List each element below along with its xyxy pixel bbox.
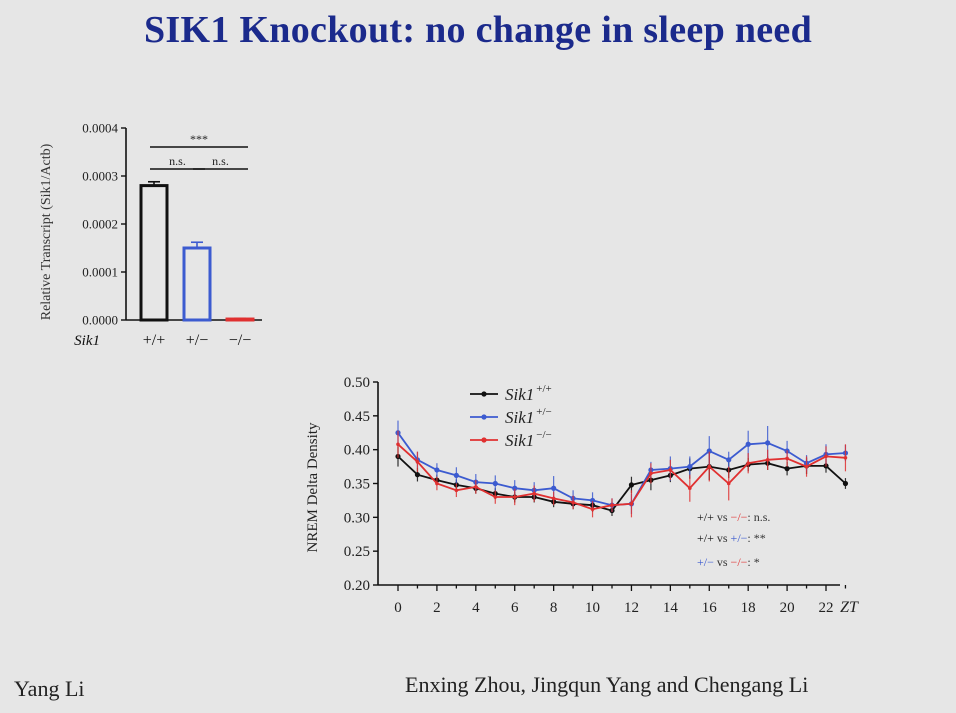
data-point-ko [688,486,692,491]
bar-y-tick-label: 0.0001 [82,265,118,280]
data-point-ko [629,502,634,506]
line-x-tick-label: 2 [433,600,441,616]
legend-label-wt: Sik1 +/+ [505,383,552,404]
bar-y-tick-label: 0.0004 [82,121,118,136]
data-point-wt [784,466,790,472]
line-x-tick-label: 14 [663,600,679,616]
bar-y-tick-label: 0.0002 [82,217,118,232]
bar-het [182,246,212,322]
data-point-ko [454,488,459,493]
author-left: Yang Li [14,676,85,701]
data-point-ko [804,464,809,469]
data-point-het [765,440,771,446]
stat-annotation: +/+ vs −/−: n.s. [697,510,770,524]
line-y-tick-label: 0.50 [344,375,370,391]
data-point-wt [842,480,849,487]
line-x-tick-label: 8 [550,600,558,616]
data-point-ko [707,464,712,469]
series-line-het [397,432,846,507]
data-point-het [434,467,440,473]
data-point-het [589,497,596,504]
data-point-ko [512,495,517,499]
legend-marker-ko [481,437,487,443]
data-point-ko [746,461,750,466]
data-point-ko [590,507,595,512]
line-x-tick-label: 16 [702,600,718,616]
data-point-het [745,441,751,447]
bar-y-tick-label: 0.0003 [82,169,118,184]
line-x-tick-label: 20 [780,600,795,616]
data-point-ko [785,456,789,461]
legend-marker-wt [481,391,487,397]
data-point-het [492,480,498,487]
line-x-tick-label: 12 [624,600,639,616]
data-point-het [551,485,557,491]
line-y-tick-label: 0.25 [344,544,370,560]
data-point-ko [843,455,848,460]
bar-wt [139,184,169,322]
legend-marker-het [481,414,487,420]
line-x-tick-label: 22 [819,600,834,616]
stat-annotation: +/+ vs +/−: ** [697,531,766,545]
data-point-ko [649,471,653,476]
data-point-het [726,457,732,463]
bar-category-label: −/− [229,332,252,349]
data-point-het [687,463,693,470]
slide-title: SIK1 Knockout: no change in sleep need [143,9,813,51]
data-point-ko [435,481,439,486]
sig-label: n.s. [212,154,229,168]
bar-x-axis-label: Sik1 [74,333,100,349]
data-point-wt [628,482,635,488]
sig-label: n.s. [169,154,186,168]
line-x-tick-label: 4 [472,600,480,616]
bar-category-label: +/+ [143,332,166,349]
data-point-ko [571,500,575,505]
data-point-ko [551,496,556,501]
line-x-tick-label: 10 [585,600,600,616]
line-y-tick-label: 0.40 [344,443,370,459]
data-point-het [453,472,459,478]
data-point-ko [532,491,536,496]
bar-chart: 0.0000 0.0001 0.0002 0.0003 0.0004 Relative T… [39,121,262,349]
line-x-tick-label: 6 [511,600,519,616]
line-x-axis-label: ZT [840,599,859,616]
data-point-ko [668,468,673,472]
data-point-ko [824,454,828,459]
line-x-tick-label: 0 [394,600,402,616]
line-y-tick-label: 0.20 [344,578,370,594]
line-y-tick-label: 0.45 [344,409,370,425]
line-y-tick-label: 0.30 [344,510,370,526]
data-point-ko [493,495,498,499]
data-point-het [512,485,518,491]
line-y-tick-label: 0.35 [344,477,370,493]
data-point-wt [414,472,421,478]
series-line-wt [397,455,847,512]
bar-ko [225,317,255,322]
series-line-ko [397,443,846,511]
legend-label-het: Sik1 +/− [505,406,552,427]
data-point-ko [415,460,420,464]
bar-y-axis-label: Relative Transcript (Sik1/Actb) [39,143,54,320]
legend-label-ko: Sik1 −/− [505,429,552,450]
data-point-ko [396,442,400,447]
bar-y-tick-label: 0.0000 [82,313,118,328]
data-point-het [706,448,712,454]
author-right: Enxing Zhou, Jingqun Yang and Chengang L… [405,672,809,697]
data-point-ko [610,503,614,507]
data-point-ko [474,485,478,489]
stat-annotation: +/− vs −/−: * [697,555,760,569]
sig-label: *** [190,132,208,146]
data-point-ko [726,481,731,486]
line-chart: 0.20 0.25 0.30 0.35 0.40 0.45 0.50 0 2 4 6 8 10 12 14 1… [305,375,859,616]
data-point-ko [765,458,770,462]
line-y-axis-label: NREM Delta Density [305,422,321,552]
line-x-tick-label: 18 [741,600,756,616]
bar-category-label: +/− [186,332,209,349]
